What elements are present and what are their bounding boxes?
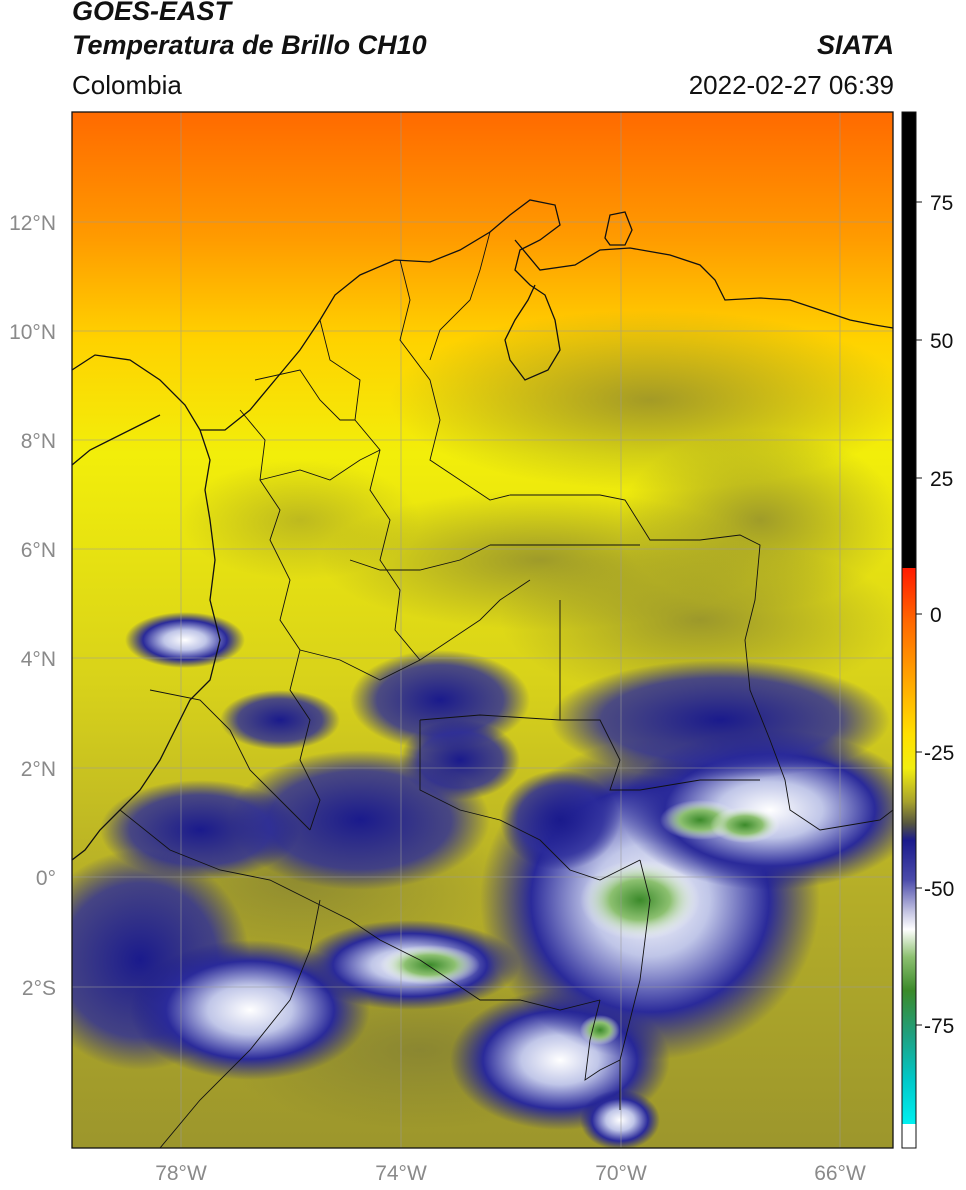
lon-label: 78°W xyxy=(155,1162,207,1185)
lat-label: 8°N xyxy=(21,430,56,453)
coastlines xyxy=(72,199,893,861)
department-borders xyxy=(119,231,893,1148)
colorbar-tick: -75 xyxy=(924,1015,954,1038)
colorbar-frame xyxy=(901,111,917,1149)
convective-clouds xyxy=(72,612,893,1148)
lon-label: 66°W xyxy=(814,1162,866,1185)
lon-label: 74°W xyxy=(375,1162,427,1185)
region-label: Colombia xyxy=(72,70,182,100)
colorbar-tick: 25 xyxy=(930,468,953,491)
colorbar-tick: 0 xyxy=(930,604,942,627)
colorbar-tick: 75 xyxy=(930,192,953,215)
colorbar-tick: -50 xyxy=(924,878,954,901)
map-gridlines xyxy=(72,112,893,1148)
satellite-title: GOES-EAST xyxy=(72,0,232,26)
lat-label: 10°N xyxy=(9,321,56,344)
lat-label: 6°N xyxy=(21,539,56,562)
lat-label: 2°N xyxy=(21,758,56,781)
lat-label: 0° xyxy=(36,867,56,890)
colorbar-tick: 50 xyxy=(930,330,953,353)
agency-label: SIATA xyxy=(817,30,894,60)
colorbar-white-segment xyxy=(902,1124,916,1148)
longitude-labels: 78°W 74°W 70°W 66°W xyxy=(155,1162,866,1185)
latitude-labels: 12°N 10°N 8°N 6°N 4°N 2°N 0° 2°S xyxy=(9,212,56,1000)
map-frame xyxy=(71,111,894,1149)
colorbar-black-segment xyxy=(902,112,916,568)
datetime-label: 2022-02-27 06:39 xyxy=(688,70,894,100)
lat-label: 2°S xyxy=(22,977,56,1000)
lat-label: 4°N xyxy=(21,648,56,671)
product-title: Temperatura de Brillo CH10 xyxy=(72,30,427,60)
lat-label: 12°N xyxy=(9,212,56,235)
lon-label: 70°W xyxy=(595,1162,647,1185)
colorbar-tick: -25 xyxy=(924,742,954,765)
colorbar-gradient xyxy=(902,568,916,1124)
colorbar: 75 50 25 0 -25 -50 -75 xyxy=(901,111,954,1149)
